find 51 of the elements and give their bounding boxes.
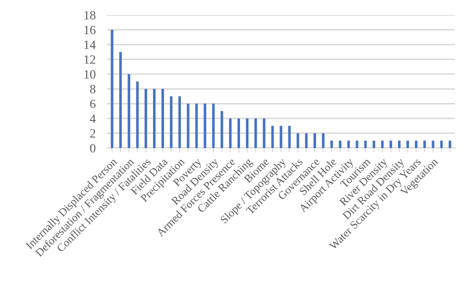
y-tick-label: 12 — [84, 55, 96, 64]
bar — [220, 111, 224, 148]
bar — [432, 140, 434, 148]
y-tick-label: 8 — [90, 84, 96, 94]
y-tick-label: 16 — [84, 26, 96, 34]
bar — [161, 88, 164, 148]
bar — [119, 52, 122, 148]
bar — [153, 88, 156, 148]
bar — [128, 74, 130, 148]
bar — [296, 133, 300, 148]
bar — [246, 118, 248, 148]
bar — [186, 104, 190, 148]
bar — [364, 140, 367, 148]
bar — [305, 133, 308, 148]
bar — [229, 118, 232, 148]
y-tick-label: 6 — [90, 100, 96, 108]
bar — [406, 140, 409, 148]
y-tick-label: 4 — [90, 114, 96, 123]
bar — [448, 140, 452, 148]
bar — [204, 104, 206, 148]
bar — [356, 140, 358, 148]
bar — [372, 140, 376, 148]
bar — [381, 140, 384, 148]
bar — [423, 140, 426, 148]
bar — [254, 118, 257, 148]
bar — [238, 118, 240, 148]
y-tick-label: 14 — [84, 40, 96, 49]
bar — [414, 140, 418, 148]
bar — [440, 140, 443, 148]
bar — [136, 82, 139, 148]
y-tick-label: 0 — [90, 144, 96, 152]
bar — [390, 140, 392, 148]
bar — [144, 88, 148, 148]
bar — [314, 133, 316, 148]
bar — [330, 140, 333, 148]
y-tick-label: 18 — [84, 11, 96, 20]
bar — [178, 96, 181, 148]
bar — [271, 126, 274, 148]
y-tick-label: 10 — [84, 70, 96, 79]
bar — [288, 126, 291, 148]
bar — [170, 96, 172, 148]
bar — [322, 133, 324, 148]
bar — [212, 104, 215, 148]
bar — [262, 118, 266, 148]
y-tick-label: 2 — [90, 129, 96, 138]
bar — [195, 104, 198, 148]
bar — [347, 140, 350, 148]
bar — [110, 30, 114, 148]
bar — [280, 126, 282, 148]
bar — [398, 140, 401, 148]
bar — [338, 140, 342, 148]
